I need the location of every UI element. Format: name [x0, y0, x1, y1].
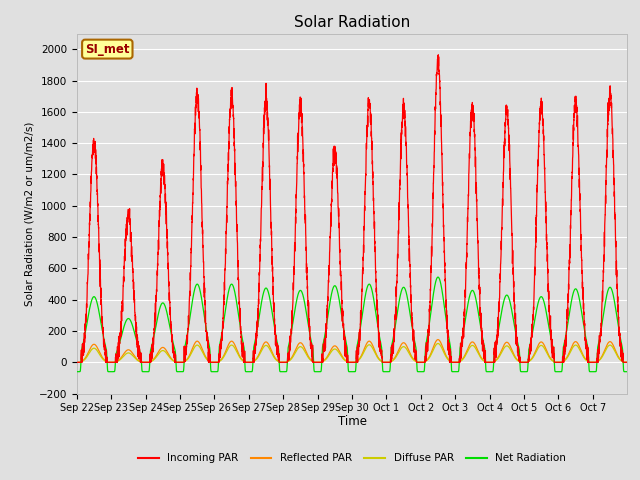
X-axis label: Time: Time: [337, 415, 367, 428]
Text: SI_met: SI_met: [85, 43, 129, 56]
Title: Solar Radiation: Solar Radiation: [294, 15, 410, 30]
Legend: Incoming PAR, Reflected PAR, Diffuse PAR, Net Radiation: Incoming PAR, Reflected PAR, Diffuse PAR…: [134, 449, 570, 468]
Y-axis label: Solar Radiation (W/m2 or um/m2/s): Solar Radiation (W/m2 or um/m2/s): [24, 121, 35, 306]
